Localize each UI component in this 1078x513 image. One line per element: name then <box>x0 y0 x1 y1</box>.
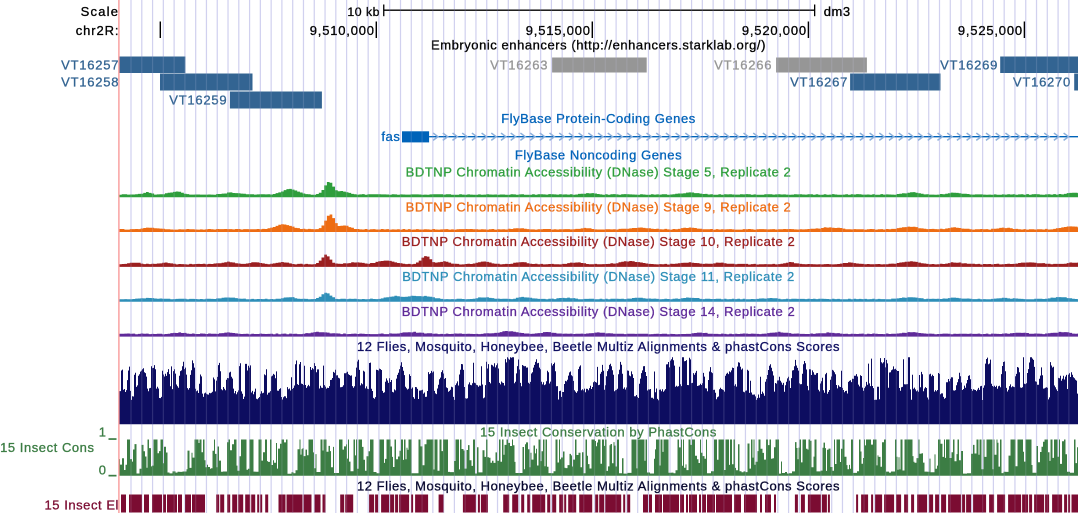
svg-text:Embryonic enhancers (http://en: Embryonic enhancers (http://enhancers.st… <box>431 38 766 53</box>
svg-text:BDTNP Chromatin Accessibility: BDTNP Chromatin Accessibility (DNase) St… <box>402 304 795 319</box>
svg-text:VT16259: VT16259 <box>169 93 227 108</box>
svg-text:15 Insect Cons: 15 Insect Cons <box>0 440 94 455</box>
svg-text:BDTNP Chromatin Accessibility: BDTNP Chromatin Accessibility (DNase) St… <box>402 234 795 249</box>
svg-text:fas: fas <box>381 129 400 144</box>
svg-text:FlyBase Protein-Coding Genes: FlyBase Protein-Coding Genes <box>501 111 696 126</box>
svg-text:dm3: dm3 <box>824 4 851 19</box>
svg-text:BDTNP Chromatin Accessibility: BDTNP Chromatin Accessibility (DNase) St… <box>406 199 792 214</box>
svg-text:VT16267: VT16267 <box>790 75 848 90</box>
svg-text:9,515,000: 9,515,000 <box>526 23 591 38</box>
svg-text:9,510,000: 9,510,000 <box>310 23 375 38</box>
svg-text:15 Insect Conservation by Phas: 15 Insect Conservation by PhastCons <box>480 425 717 440</box>
svg-text:12 Flies, Mosquito, Honeybee,: 12 Flies, Mosquito, Honeybee, Beetle Mul… <box>357 339 840 354</box>
svg-text:1: 1 <box>99 425 107 440</box>
svg-text:15 Insect El: 15 Insect El <box>44 498 119 513</box>
svg-text:VT16269: VT16269 <box>940 58 998 73</box>
svg-text:VT16258: VT16258 <box>61 75 119 90</box>
svg-text:chr2R:: chr2R: <box>76 23 120 38</box>
svg-text:VT16266: VT16266 <box>714 58 772 73</box>
svg-text:12 Flies, Mosquito, Honeybee,: 12 Flies, Mosquito, Honeybee, Beetle Mul… <box>357 479 840 494</box>
svg-text:Scale: Scale <box>81 4 120 19</box>
svg-text:9,525,000: 9,525,000 <box>958 23 1023 38</box>
svg-text:VT16257: VT16257 <box>61 58 119 73</box>
svg-text:VT16263: VT16263 <box>490 58 548 73</box>
svg-text:FlyBase Noncoding Genes: FlyBase Noncoding Genes <box>515 148 682 163</box>
svg-text:VT16270: VT16270 <box>1013 75 1071 90</box>
svg-text:10 kb: 10 kb <box>347 5 380 19</box>
svg-text:BDTNP Chromatin Accessibility: BDTNP Chromatin Accessibility (DNase) St… <box>406 165 792 180</box>
svg-text:9,520,000: 9,520,000 <box>742 23 807 38</box>
svg-text:BDTNP Chromatin Accessibility: BDTNP Chromatin Accessibility (DNase) St… <box>402 269 795 284</box>
svg-text:0: 0 <box>99 462 107 477</box>
